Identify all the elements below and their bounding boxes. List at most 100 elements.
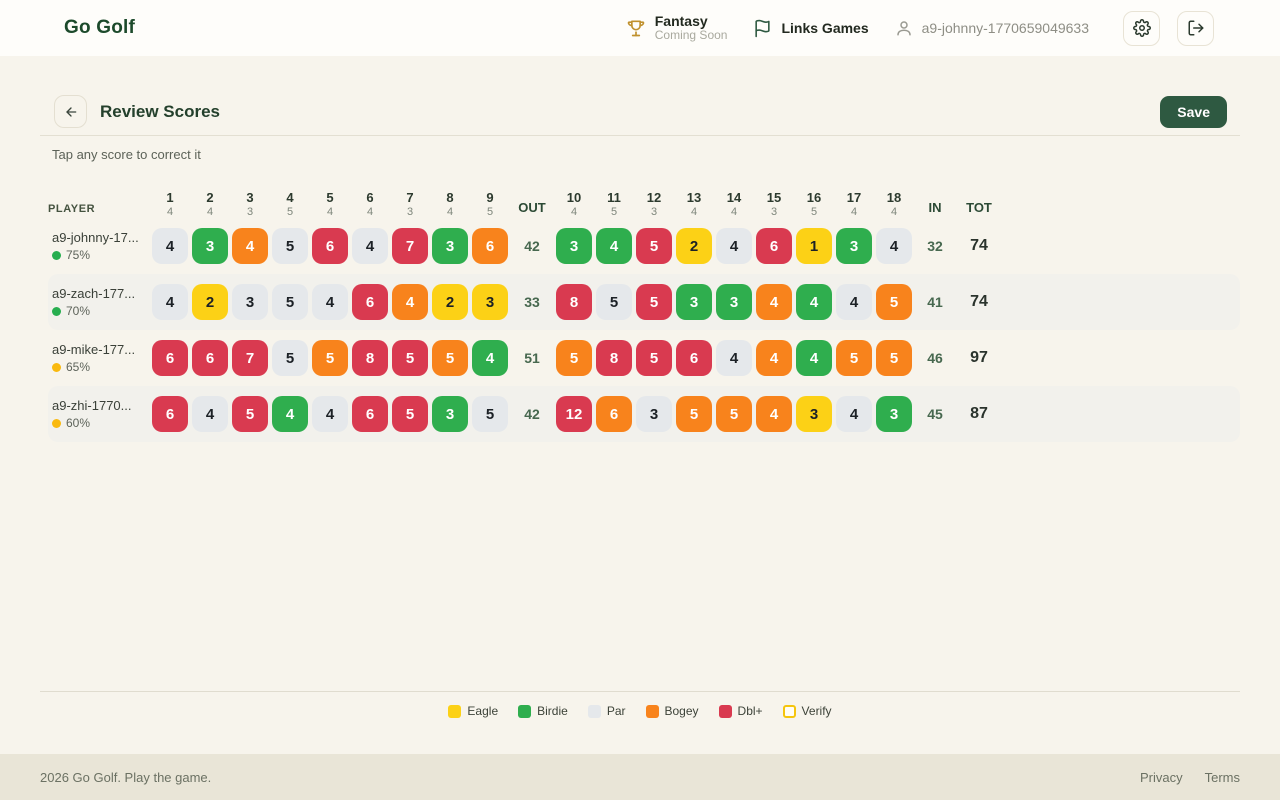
user-chip: a9-johnny-1770659049633 [895, 19, 1089, 37]
score-cell[interactable]: 5 [716, 396, 752, 432]
score-cell[interactable]: 4 [472, 340, 508, 376]
score-cell[interactable]: 3 [876, 396, 912, 432]
score-slot: 5 [634, 284, 674, 320]
player-cell: a9-mike-177... 65% [48, 342, 150, 374]
score-slot: 6 [674, 340, 714, 376]
score-cell[interactable]: 3 [676, 284, 712, 320]
score-cell[interactable]: 4 [796, 284, 832, 320]
score-cell[interactable]: 5 [432, 340, 468, 376]
score-cell[interactable]: 6 [472, 228, 508, 264]
player-name: a9-mike-177... [52, 342, 136, 357]
score-cell[interactable]: 5 [392, 340, 428, 376]
score-cell[interactable]: 5 [312, 340, 348, 376]
score-cell[interactable]: 5 [272, 284, 308, 320]
save-button[interactable]: Save [1160, 95, 1227, 128]
score-cell[interactable]: 8 [596, 340, 632, 376]
score-cell[interactable]: 6 [756, 228, 792, 264]
score-cell[interactable]: 8 [556, 284, 592, 320]
score-cell[interactable]: 7 [232, 340, 268, 376]
score-cell[interactable]: 3 [432, 228, 468, 264]
score-cell[interactable]: 8 [352, 340, 388, 376]
score-cell[interactable]: 4 [232, 228, 268, 264]
score-cell[interactable]: 5 [636, 228, 672, 264]
score-cell[interactable]: 6 [152, 340, 188, 376]
score-cell[interactable]: 7 [392, 228, 428, 264]
score-cell[interactable]: 5 [272, 228, 308, 264]
score-cell[interactable]: 6 [192, 340, 228, 376]
hole-par: 3 [246, 206, 254, 218]
legend-divider [40, 691, 1240, 692]
score-cell[interactable]: 6 [676, 340, 712, 376]
score-cell[interactable]: 5 [472, 396, 508, 432]
privacy-link[interactable]: Privacy [1139, 769, 1183, 785]
score-cell[interactable]: 12 [556, 396, 592, 432]
settings-button[interactable] [1123, 10, 1160, 46]
logout-button[interactable] [1177, 10, 1214, 46]
score-cell[interactable]: 5 [676, 396, 712, 432]
score-cell[interactable]: 6 [352, 396, 388, 432]
score-cell[interactable]: 4 [596, 228, 632, 264]
nav-item-links-games[interactable]: Links Games [753, 19, 869, 38]
score-cell[interactable]: 4 [756, 396, 792, 432]
score-slot: 5 [674, 396, 714, 432]
score-cell[interactable]: 3 [836, 228, 872, 264]
hole-par: 4 [366, 206, 374, 218]
score-cell[interactable]: 6 [152, 396, 188, 432]
score-cell[interactable]: 3 [192, 228, 228, 264]
hole-number: 17 [846, 190, 862, 205]
total-value: 74 [970, 237, 988, 254]
score-cell[interactable]: 4 [716, 228, 752, 264]
score-cell[interactable]: 5 [272, 340, 308, 376]
score-cell[interactable]: 2 [192, 284, 228, 320]
score-cell[interactable]: 4 [352, 228, 388, 264]
score-cell[interactable]: 4 [152, 228, 188, 264]
score-cell[interactable]: 5 [636, 284, 672, 320]
player-row: a9-mike-177... 65% 6 6 7 5 5 8 5 5 4 51 5 8 5 6 4 4 4 5 5 46 9… [48, 330, 1240, 386]
score-cell[interactable]: 5 [392, 396, 428, 432]
score-slot: 4 [714, 340, 754, 376]
score-cell[interactable]: 4 [152, 284, 188, 320]
score-cell[interactable]: 4 [836, 396, 872, 432]
hole-par: 5 [810, 206, 818, 218]
score-cell[interactable]: 3 [796, 396, 832, 432]
score-cell[interactable]: 2 [432, 284, 468, 320]
score-cell[interactable]: 3 [432, 396, 468, 432]
score-cell[interactable]: 4 [756, 340, 792, 376]
score-cell[interactable]: 4 [876, 228, 912, 264]
score-cell[interactable]: 4 [312, 284, 348, 320]
score-cell[interactable]: 4 [312, 396, 348, 432]
score-cell[interactable]: 4 [756, 284, 792, 320]
fantasy-status: Coming Soon [654, 28, 728, 43]
score-cell[interactable]: 3 [636, 396, 672, 432]
score-cell[interactable]: 4 [192, 396, 228, 432]
score-cell[interactable]: 4 [716, 340, 752, 376]
score-cell[interactable]: 5 [836, 340, 872, 376]
score-cell[interactable]: 6 [352, 284, 388, 320]
score-cell[interactable]: 6 [312, 228, 348, 264]
score-cell[interactable]: 4 [836, 284, 872, 320]
score-cell[interactable]: 4 [272, 396, 308, 432]
score-cell[interactable]: 1 [796, 228, 832, 264]
score-cell[interactable]: 3 [472, 284, 508, 320]
back-button[interactable] [54, 95, 87, 128]
score-cell[interactable]: 5 [232, 396, 268, 432]
in-value: 41 [927, 294, 943, 310]
score-cell[interactable]: 3 [556, 228, 592, 264]
score-slot: 8 [554, 284, 594, 320]
score-cell[interactable]: 3 [716, 284, 752, 320]
score-cell[interactable]: 2 [676, 228, 712, 264]
score-cell[interactable]: 4 [392, 284, 428, 320]
tot-header: TOT [966, 200, 992, 215]
score-cell[interactable]: 4 [796, 340, 832, 376]
score-cell[interactable]: 6 [596, 396, 632, 432]
score-cell[interactable]: 5 [596, 284, 632, 320]
score-cell[interactable]: 3 [232, 284, 268, 320]
score-cell[interactable]: 5 [876, 284, 912, 320]
score-cell[interactable]: 5 [876, 340, 912, 376]
terms-link[interactable]: Terms [1204, 769, 1240, 785]
score-cell[interactable]: 5 [556, 340, 592, 376]
player-row: a9-zach-177... 70% 4 2 3 5 4 6 4 2 3 33 8 5 5 3 3 4 4 4 5 41 7… [48, 274, 1240, 330]
score-cell[interactable]: 5 [636, 340, 672, 376]
